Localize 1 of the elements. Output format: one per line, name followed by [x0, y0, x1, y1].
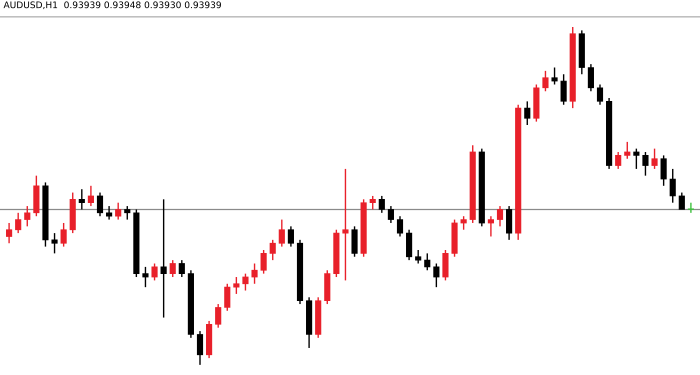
- chart-title: AUDUSD,H1 0.93939 0.93948 0.93930 0.93939: [4, 1, 221, 10]
